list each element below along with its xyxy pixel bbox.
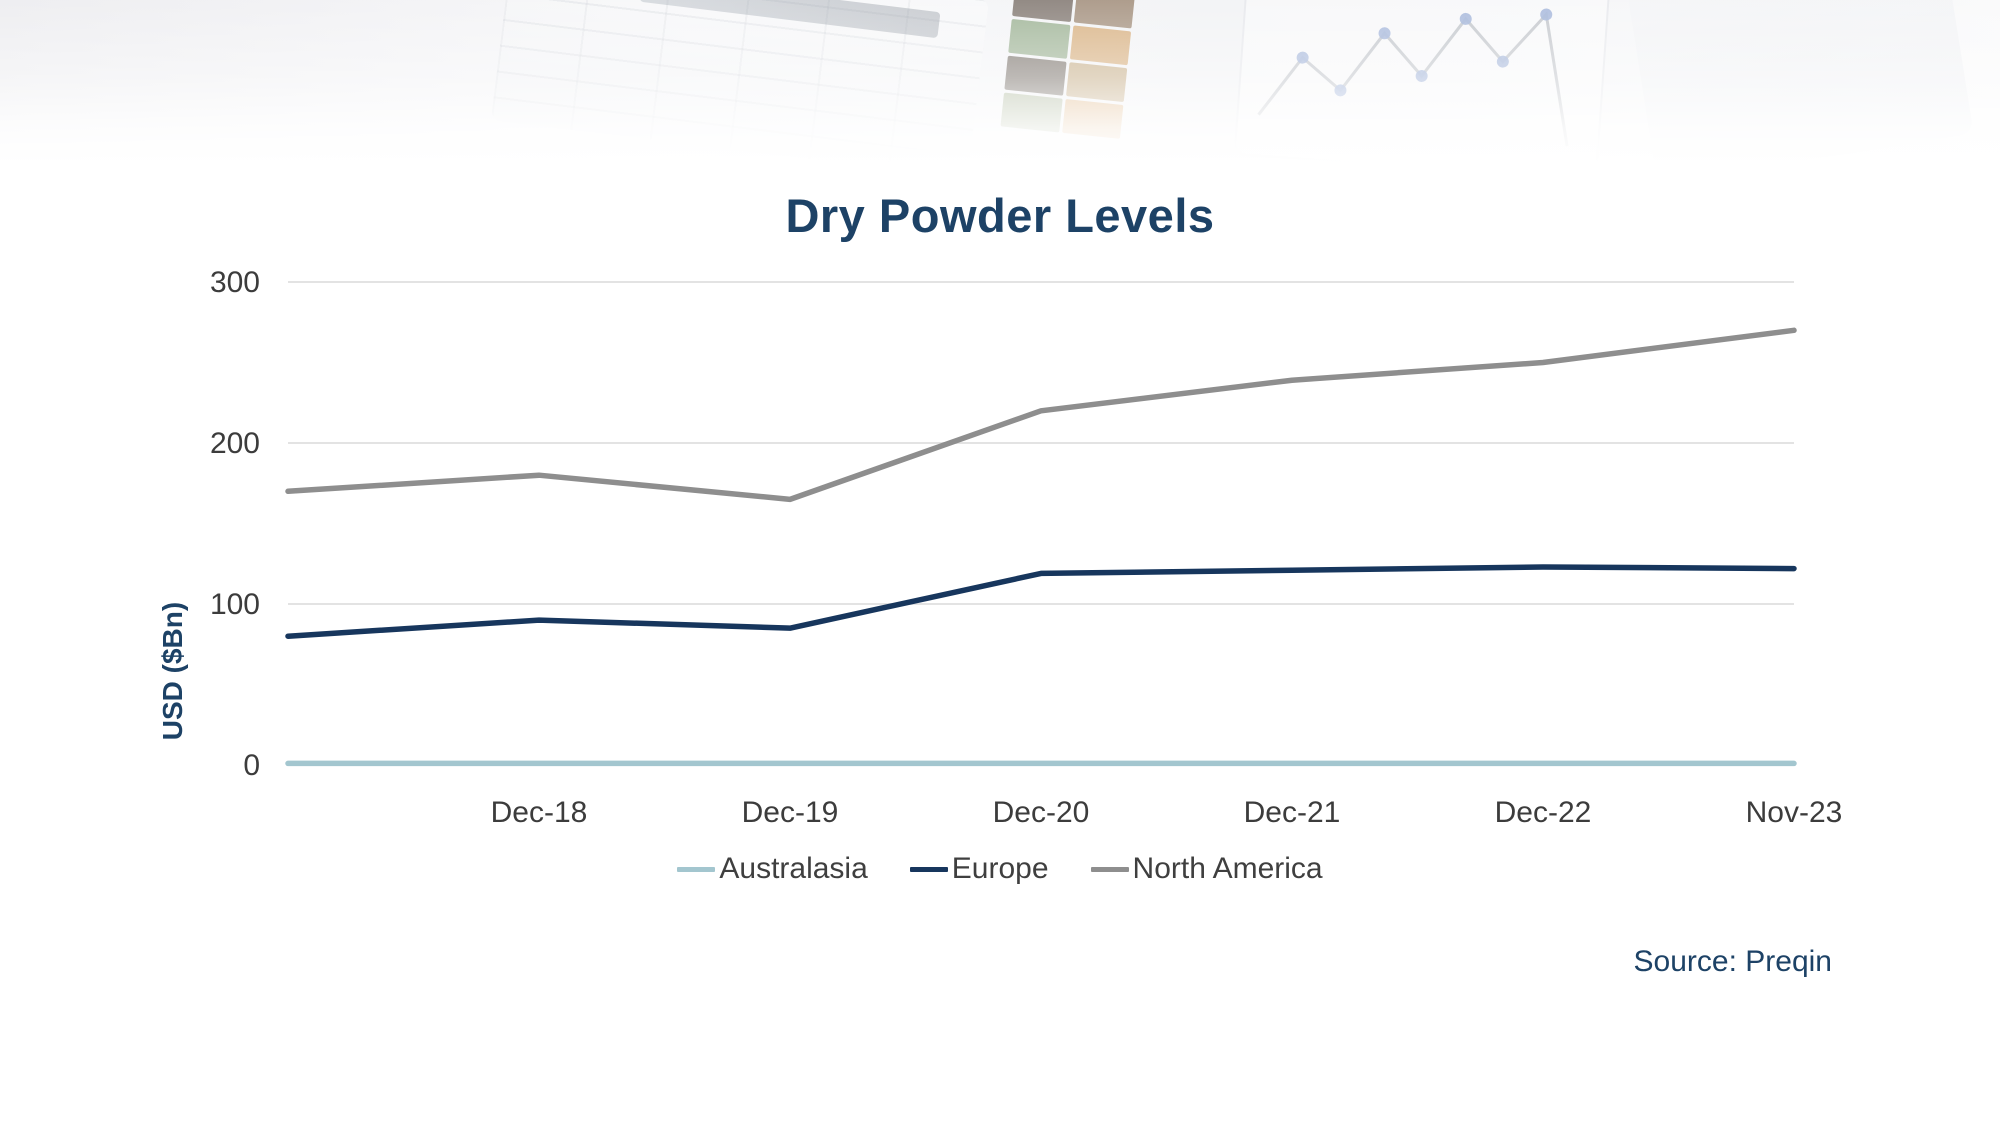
white-fade-overlay	[0, 0, 2000, 170]
legend-label: North America	[1132, 852, 1323, 885]
chart-title: Dry Powder Levels	[785, 189, 1215, 242]
legend-swatch	[677, 866, 716, 872]
legend-item-europe: Europe	[909, 852, 1049, 886]
legend-label: Australasia	[719, 852, 868, 885]
decorative-header-collage	[0, 0, 2000, 170]
y-tick-label-200: 200	[210, 427, 260, 460]
y-tick-label-0: 0	[243, 749, 260, 782]
x-tick-label-dec-18: Dec-18	[491, 796, 588, 829]
x-tick-label-dec-21: Dec-21	[1244, 796, 1341, 829]
x-tick-label-nov-23: Nov-23	[1746, 796, 1843, 829]
legend-swatch	[909, 866, 948, 872]
y-tick-label-100: 100	[210, 588, 260, 621]
source-note: Source: Preqin	[1633, 945, 1832, 978]
legend: Australasia Europe North America	[0, 852, 2000, 886]
x-tick-label-dec-22: Dec-22	[1495, 796, 1592, 829]
legend-item-north-america: North America	[1090, 852, 1323, 886]
series-line-europe	[285, 564, 1797, 639]
legend-label: Europe	[951, 852, 1049, 885]
x-tick-label-dec-19: Dec-19	[742, 796, 839, 829]
y-tick-label-300: 300	[210, 266, 260, 299]
legend-swatch	[1090, 866, 1129, 872]
x-tick-label-dec-20: Dec-20	[993, 796, 1090, 829]
series-line-north-america	[285, 327, 1797, 503]
legend-item-australasia: Australasia	[677, 852, 868, 886]
